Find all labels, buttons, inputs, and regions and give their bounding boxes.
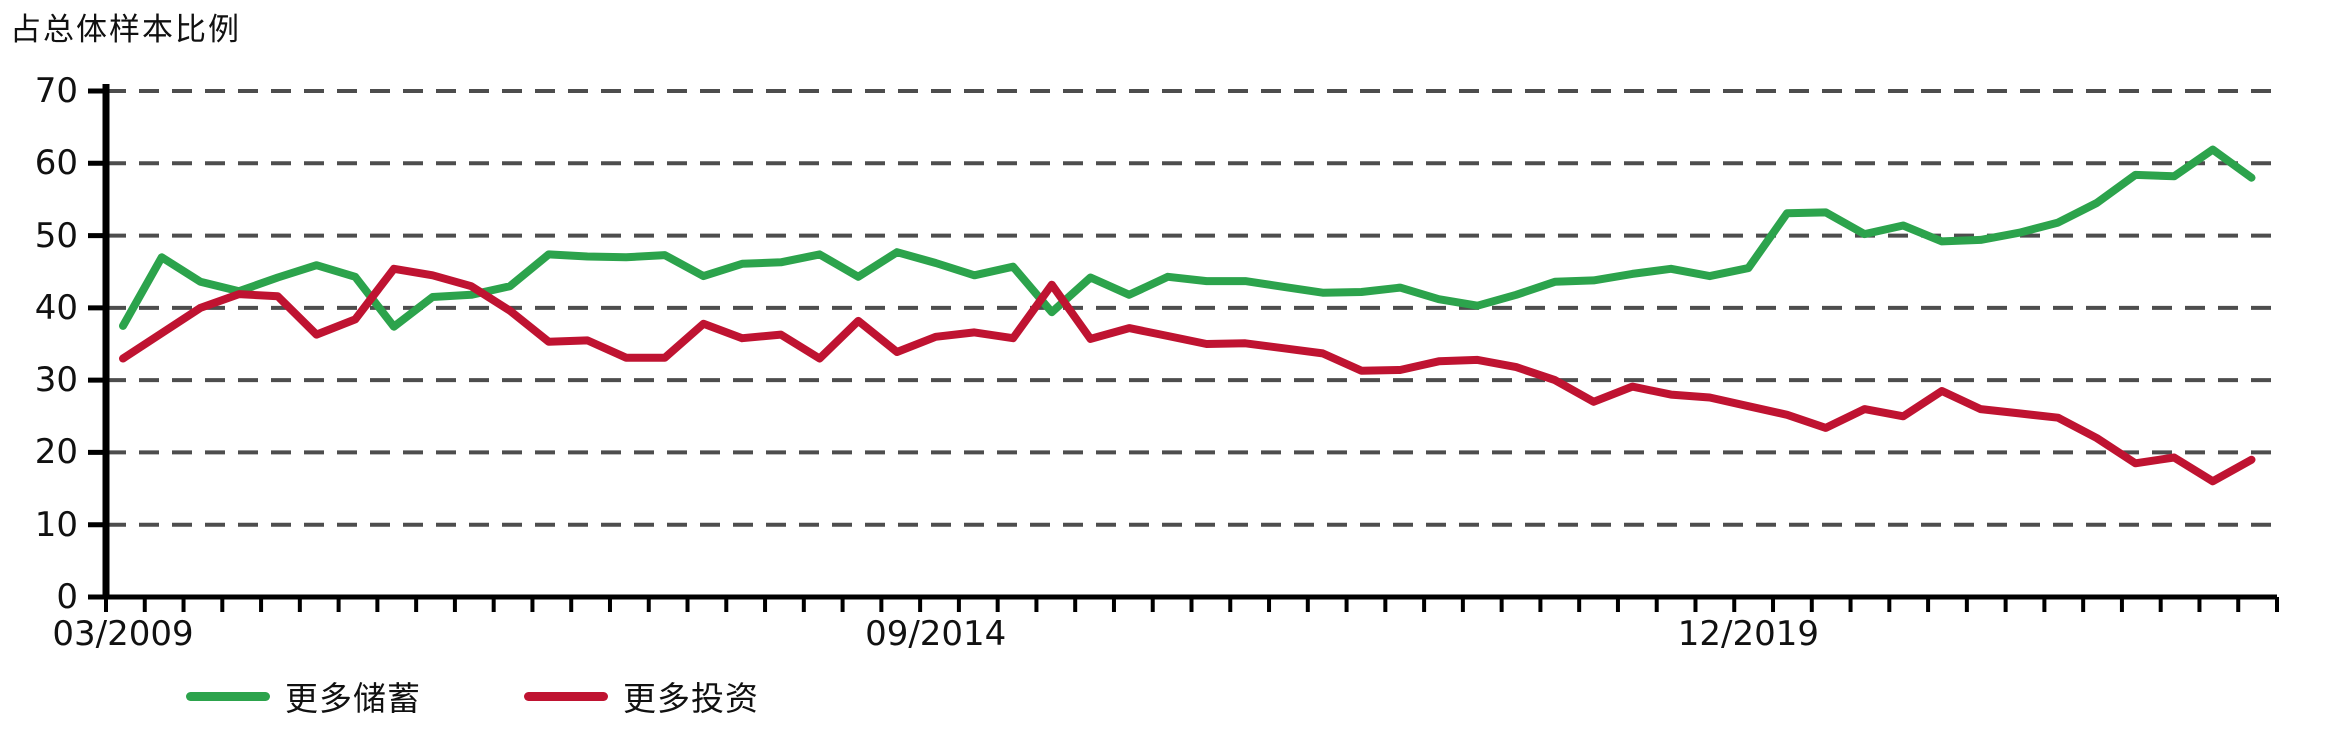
legend-item-more-investment: 更多投资	[524, 668, 759, 724]
y-tick-label-30: 30	[34, 360, 78, 401]
legend-swatch-more-saving-line	[186, 691, 270, 701]
series-line-more-saving	[119, 145, 2256, 331]
y-tick-label-40: 40	[34, 287, 78, 328]
legend-label-more-investment: 更多投资	[623, 679, 759, 718]
y-tick-label-60: 60	[34, 143, 78, 184]
y-tick-label-70: 70	[34, 71, 78, 111]
y-tick-label-0: 0	[56, 577, 78, 617]
x-tick-label-12-2019: 12/2019	[1677, 614, 1820, 654]
y-tick-label-10: 10	[34, 504, 78, 545]
x-tick-label-03-2009: 03/2009	[52, 614, 194, 654]
y-tick-label-20: 20	[34, 432, 78, 473]
legend: 更多储蓄 更多投资	[0, 668, 2346, 724]
legend-item-more-saving: 更多储蓄	[186, 668, 421, 724]
series-line-more-investment	[119, 264, 2256, 486]
chart-title: 占总体样本比例	[10, 12, 241, 48]
y-tick-label-50: 50	[34, 215, 78, 256]
legend-label-more-saving: 更多储蓄	[285, 679, 421, 718]
legend-swatch-more-investment-line	[524, 691, 608, 701]
x-tick-label-09-2014: 09/2014	[865, 614, 1007, 654]
